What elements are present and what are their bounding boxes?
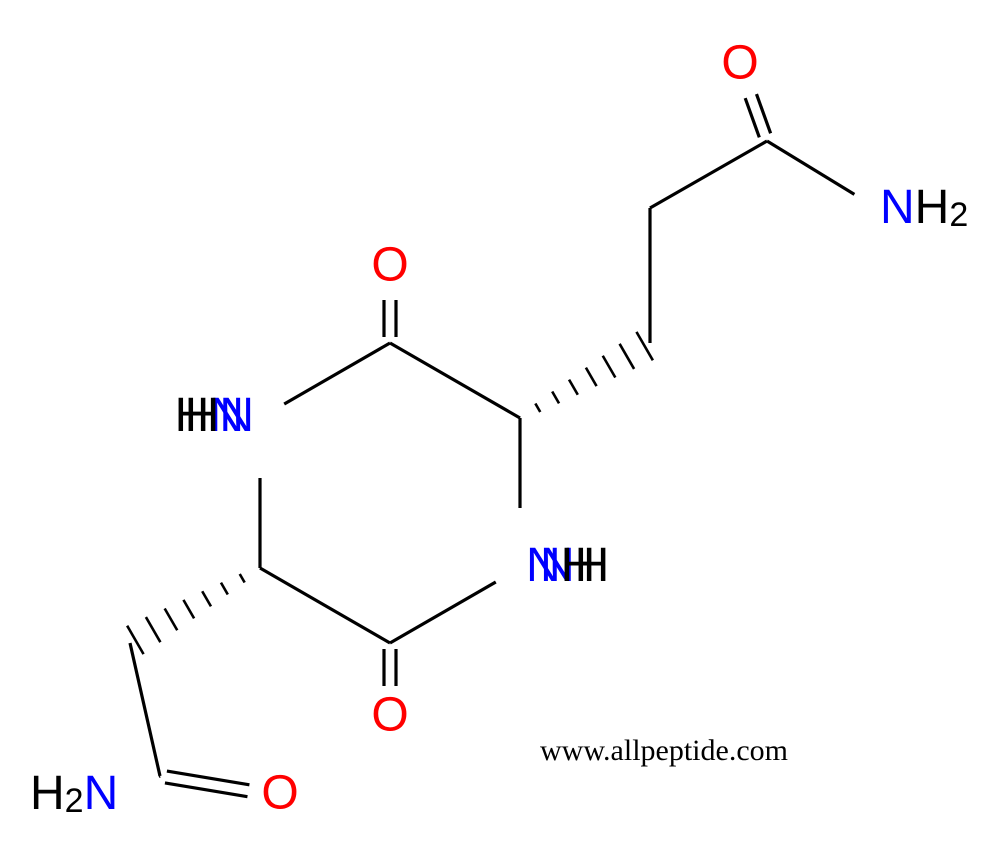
bond-single [260, 568, 390, 643]
bond-single [650, 141, 767, 208]
atom-O_bl: O [261, 767, 298, 820]
bond-double [167, 771, 250, 785]
bond-single [390, 343, 520, 418]
watermark-text: www.allpeptide.com [540, 734, 788, 767]
bond-single [159, 776, 160, 777]
bond-double [756, 94, 770, 133]
bond-single [767, 141, 854, 194]
bond-double [745, 98, 759, 137]
bond-hash [127, 574, 245, 654]
bond-single [130, 643, 160, 776]
molecule-diagram: ONH2OHNNHOOH2NNHHNwww.allpeptide.com [0, 0, 999, 845]
atom-O_ring_u: O [371, 239, 408, 292]
atom-O_ring_d: O [371, 689, 408, 742]
bond-double [165, 783, 248, 797]
atom-O_top: O [721, 37, 758, 90]
ring-hn-left: HN [185, 389, 254, 442]
bond-hash [535, 332, 653, 412]
ring-nh-right: NH [526, 539, 595, 592]
